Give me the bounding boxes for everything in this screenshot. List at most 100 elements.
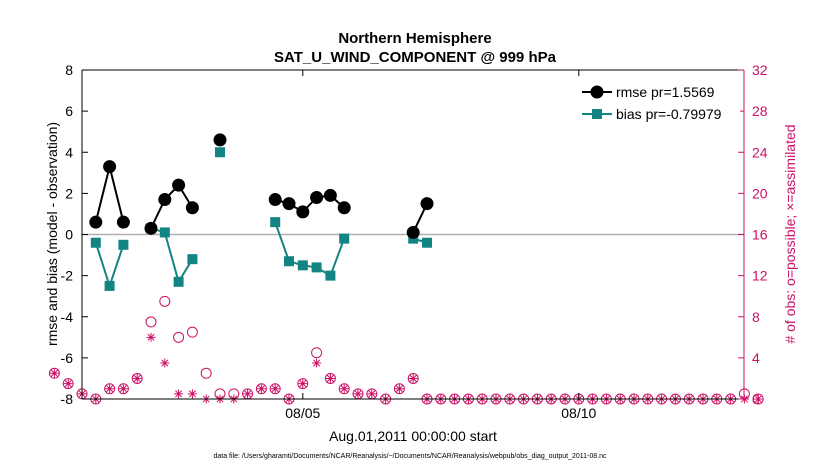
obs-possible-point	[62, 378, 74, 390]
obs-possible-point	[393, 383, 405, 395]
bias-point	[270, 217, 281, 228]
x-tick-label: 08/05	[285, 405, 320, 421]
bias-point	[187, 254, 198, 265]
obs-assimilated-point	[298, 379, 308, 389]
rmse-point	[116, 215, 130, 229]
x-axis-label: Aug.01,2011 00:00:00 start	[329, 428, 497, 444]
rmse-point	[337, 201, 351, 215]
obs-assimilated-point	[187, 389, 197, 399]
bias-point	[159, 227, 170, 238]
y2-axis-label: # of obs: o=possible; ×=assimilated	[782, 124, 798, 343]
obs-assimilated-point	[118, 384, 128, 394]
y2-tick-label: 28	[752, 103, 768, 119]
y2-tick-label: 16	[752, 227, 768, 243]
axes: 08/0508/1008/1508/2008/2508/30-8-6-4-202…	[61, 62, 768, 421]
obs-possible-point	[752, 393, 764, 405]
y-tick-label: -2	[61, 268, 74, 284]
x-tick-label: 08/10	[561, 405, 596, 421]
bias-point	[104, 280, 115, 291]
bias-point	[422, 237, 432, 248]
obs-possible-point	[200, 367, 212, 379]
rmse-point	[213, 133, 227, 147]
rmse-point	[310, 190, 324, 204]
obs-assimilated-point	[408, 373, 418, 383]
bias-line	[150, 227, 194, 285]
rmse-point	[420, 197, 434, 211]
obs-assimilated-point	[49, 368, 59, 378]
legend-rmse-label: rmse pr=1.5569	[616, 84, 715, 100]
legend-bias-marker	[592, 109, 602, 119]
y-tick-label: -6	[61, 350, 74, 366]
obs-possible-point	[131, 372, 143, 384]
obs-assimilated-point	[325, 373, 335, 383]
rmse-point	[406, 225, 420, 239]
y-tick-label: 8	[65, 62, 73, 78]
rmse-point	[296, 205, 310, 219]
obs-possible-point	[173, 331, 185, 343]
rmse-point	[158, 193, 172, 207]
obs-assimilated-point	[270, 384, 280, 394]
legend-rmse-marker	[590, 85, 604, 99]
bias-point	[325, 270, 336, 281]
rmse-point	[172, 178, 186, 192]
rmse-point	[268, 193, 282, 207]
chart-title: Northern Hemisphere	[338, 30, 491, 47]
obs-possible-point	[297, 378, 309, 390]
obs-assimilated-point	[353, 389, 363, 399]
obs-assimilated-point	[243, 389, 253, 399]
y-tick-label: 6	[65, 103, 73, 119]
y2-tick-label: 20	[752, 185, 768, 201]
obs-possible-point	[269, 383, 281, 395]
bias-point	[90, 237, 101, 248]
y-tick-label: 2	[65, 185, 73, 201]
obs-assimilated-point	[105, 384, 115, 394]
y-tick-label: 4	[65, 144, 73, 160]
obs-assimilated-point	[174, 389, 184, 399]
obs-assimilated-point	[256, 384, 266, 394]
y2-tick-label: 32	[752, 62, 768, 78]
bias-point	[284, 256, 294, 267]
y2-tick-label: 12	[752, 268, 768, 284]
bias-point	[311, 262, 322, 273]
obs-assimilated-point	[753, 394, 763, 404]
obs-possible-point	[48, 367, 60, 379]
y2-tick-label: 24	[752, 144, 768, 160]
legend-box	[575, 78, 740, 124]
rmse-point	[103, 160, 117, 174]
obs-assimilated-point	[63, 379, 73, 389]
bias-point	[118, 239, 129, 250]
bias-point	[297, 260, 308, 271]
obs-assimilated-point	[367, 389, 377, 399]
rmse-point	[144, 221, 158, 235]
y2-tick-label: 8	[752, 309, 760, 325]
obs-possible-point	[117, 383, 129, 395]
rmse-point	[89, 215, 103, 229]
bias-point	[339, 233, 350, 244]
obs-assimilated-point	[160, 358, 170, 368]
obs-possible-point	[338, 383, 350, 395]
y-tick-label: -8	[61, 391, 74, 407]
legend: rmse pr=1.5569 bias pr=-0.79979	[575, 78, 740, 124]
rmse-point	[323, 188, 337, 202]
rmse-point	[282, 197, 296, 211]
obs-assimilated-point	[312, 358, 322, 368]
bias-point	[173, 276, 184, 287]
y-tick-label: 0	[65, 227, 73, 243]
obs-possible-point	[407, 372, 419, 384]
bias-line	[274, 221, 346, 278]
obs-possible-point	[145, 316, 157, 328]
obs-possible-point	[255, 383, 267, 395]
obs-assimilated-point	[146, 332, 156, 342]
obs-possible-point	[159, 295, 171, 307]
obs-assimilated-point	[394, 384, 404, 394]
bias-point	[215, 147, 225, 158]
y2-tick-label: 4	[752, 350, 760, 366]
rmse-series	[89, 133, 434, 239]
obs-possible-point	[324, 372, 336, 384]
y2-tick-label: 0	[752, 391, 760, 407]
footer-data-file: data file: /Users/gharamti/Documents/NCA…	[213, 453, 607, 460]
obs-assimilated-point	[132, 373, 142, 383]
obs-possible-point	[311, 347, 323, 359]
obs-possible-point	[104, 383, 116, 395]
